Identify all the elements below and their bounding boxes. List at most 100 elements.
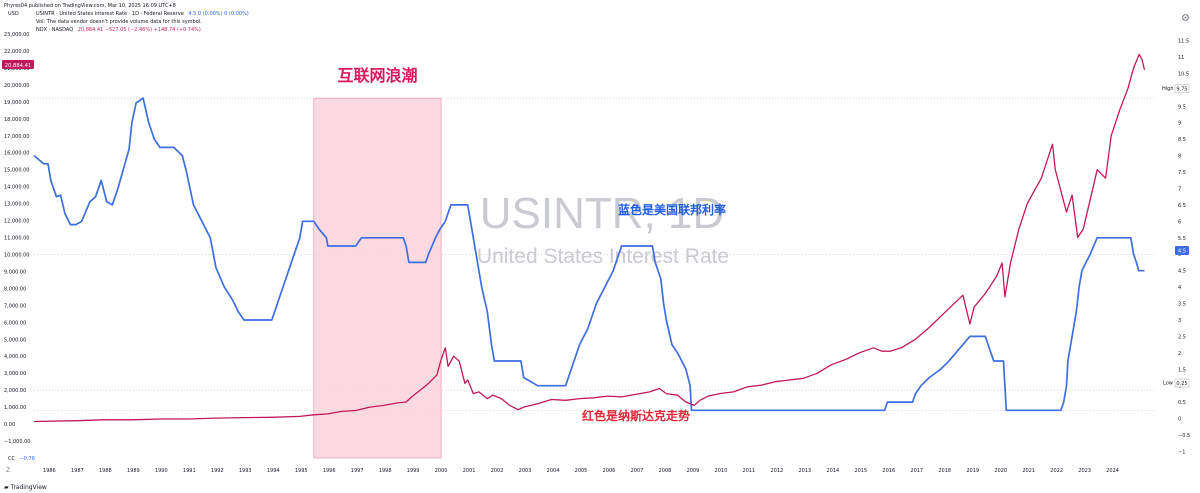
watermark-description: United States Interest Rate (477, 245, 729, 268)
right-tick-label: 10.5 (1178, 71, 1189, 77)
currency-label: USD (8, 11, 19, 17)
right-tick-label: −1 (1178, 449, 1185, 455)
x-tick-label: 1999 (407, 468, 420, 474)
x-tick-label: 2016 (882, 468, 895, 474)
right-tick-label: 3.5 (1178, 302, 1186, 308)
left-tick-label: 3,000.00 (4, 371, 26, 377)
high-value: 9.75 (1176, 87, 1187, 93)
x-tick-label: 2007 (631, 468, 644, 474)
right-tick-label: 8 (1178, 154, 1181, 160)
left-tick-label: 20,000.00 (4, 83, 29, 89)
left-tick-label: 13,000.00 (4, 202, 29, 208)
left-tick-label: 12,000.00 (4, 219, 29, 225)
left-tick-label: 6,000.00 (4, 320, 26, 326)
right-tick-label: 0 (1178, 417, 1181, 423)
left-tick-label: 16,000.00 (4, 151, 29, 157)
left-tick-label: 23,000.00 (4, 32, 29, 38)
x-tick-label: 1992 (211, 468, 224, 474)
x-tick-label: 2024 (1106, 468, 1119, 474)
x-tick-label: 2020 (994, 468, 1007, 474)
x-tick-label: 2008 (659, 468, 672, 474)
left-axis: 23,000.0022,000.0021,000.0020,000.0019,0… (4, 32, 30, 445)
x-tick-label: 2005 (575, 468, 588, 474)
x-tick-label: 1986 (43, 468, 56, 474)
timezone-label[interactable]: Z (6, 467, 11, 474)
left-tick-label: 14,000.00 (4, 185, 29, 191)
low-tag: Low 0.25 (1163, 378, 1190, 388)
x-tick-label: 2023 (1078, 468, 1091, 474)
left-tick-label: 19,000.00 (4, 100, 29, 106)
x-tick-label: 2022 (1050, 468, 1063, 474)
high-label: High (1162, 86, 1174, 92)
x-tick-label: 2000 (435, 468, 448, 474)
x-tick-label: 2004 (547, 468, 560, 474)
rate-last-tag: 4.5 (1175, 246, 1189, 255)
right-tick-label: 7 (1178, 186, 1181, 192)
x-tick-label: 2015 (854, 468, 867, 474)
high-tag: High 9.75 (1162, 84, 1190, 93)
ndx-series-line (33, 53, 1146, 423)
right-tick-label: 11.5 (1178, 39, 1189, 45)
left-tick-label: 9,000.00 (4, 269, 26, 275)
right-tick-label: 9.5 (1178, 104, 1186, 110)
publisher-line: Phyres04 published on TradingView.com, M… (4, 3, 176, 9)
x-tick-label: 2009 (687, 468, 700, 474)
left-tick-label: 7,000.00 (4, 303, 26, 309)
left-tick-label: 2,000.00 (4, 388, 26, 394)
x-tick-label: 2012 (771, 468, 784, 474)
ndx-last-price: 20,884.41 (5, 63, 31, 69)
time-axis: 1986 1987 1988 1989 1990 1991 1992 1993 1994 1995… (43, 468, 1119, 474)
grid-lines (34, 97, 1156, 411)
rate-annotation: 蓝色是美国联邦利率 (618, 202, 726, 217)
x-tick-label: 2006 (603, 468, 616, 474)
x-tick-label: 1991 (183, 468, 196, 474)
x-tick-label: 1997 (351, 468, 364, 474)
left-tick-label: 17,000.00 (4, 134, 29, 140)
x-tick-label: 2014 (826, 468, 839, 474)
x-tick-label: 2011 (743, 468, 756, 474)
right-tick-label: 4 (1178, 285, 1181, 291)
x-tick-label: 1988 (99, 468, 112, 474)
usintr-legend-row[interactable]: USINTR · United States Interest Rate · 1… (36, 10, 252, 18)
right-tick-label: 0.5 (1178, 400, 1186, 406)
x-tick-label: 1993 (239, 468, 252, 474)
right-tick-label: 6 (1178, 219, 1181, 225)
cc-value: −0.76 (19, 456, 35, 462)
x-tick-label: 1989 (127, 468, 140, 474)
gear-icon[interactable] (1181, 13, 1190, 22)
usintr-legend-title: USINTR · United States Interest Rate · 1… (36, 11, 184, 17)
footer-brand[interactable]: ▰ TradingView (4, 484, 47, 491)
bubble-period-shade (313, 97, 442, 459)
volume-note: Vol: The data vendor doesn't provide vol… (36, 19, 202, 25)
right-tick-label: 6.5 (1178, 203, 1186, 209)
bubble-annotation: 互联网浪潮 (337, 66, 417, 85)
watermark-symbol: USINTR, 1D (480, 189, 724, 238)
left-tick-label: 11,000.00 (4, 236, 29, 242)
right-tick-label: 9 (1178, 121, 1181, 127)
left-tick-label: 10,000.00 (4, 252, 29, 258)
left-tick-label: −1,000.00 (4, 439, 30, 445)
right-tick-label: 1.5 (1178, 367, 1186, 373)
x-tick-label: 2018 (938, 468, 951, 474)
left-tick-label: 1,000.00 (4, 405, 26, 411)
x-tick-label: 1987 (71, 468, 84, 474)
x-tick-label: 2021 (1022, 468, 1035, 474)
x-tick-label: 2019 (966, 468, 979, 474)
x-tick-label: 2003 (519, 468, 532, 474)
tradingview-logo-icon: ▰ (4, 484, 9, 491)
cc-legend-row[interactable]: CC −0.76 (8, 455, 38, 463)
left-tick-label: 8,000.00 (4, 286, 26, 292)
rate-last-value: 4.5 (1178, 249, 1186, 255)
left-tick-label: 22,000.00 (4, 49, 29, 55)
right-tick-label: 7.5 (1178, 170, 1186, 176)
ndx-legend-title: NDX · NASDAQ (36, 27, 74, 33)
x-tick-label: 2001 (463, 468, 476, 474)
x-tick-label: 1996 (323, 468, 336, 474)
x-tick-label: 1998 (379, 468, 392, 474)
ndx-legend-row[interactable]: NDX · NASDAQ 20,884.41 −527.05 (−2.46%) … (36, 26, 204, 34)
right-tick-label: 5.5 (1178, 236, 1186, 242)
right-tick-label: 11 (1178, 55, 1184, 61)
right-tick-label: 3 (1178, 318, 1181, 324)
right-tick-label: 2.5 (1178, 334, 1186, 340)
